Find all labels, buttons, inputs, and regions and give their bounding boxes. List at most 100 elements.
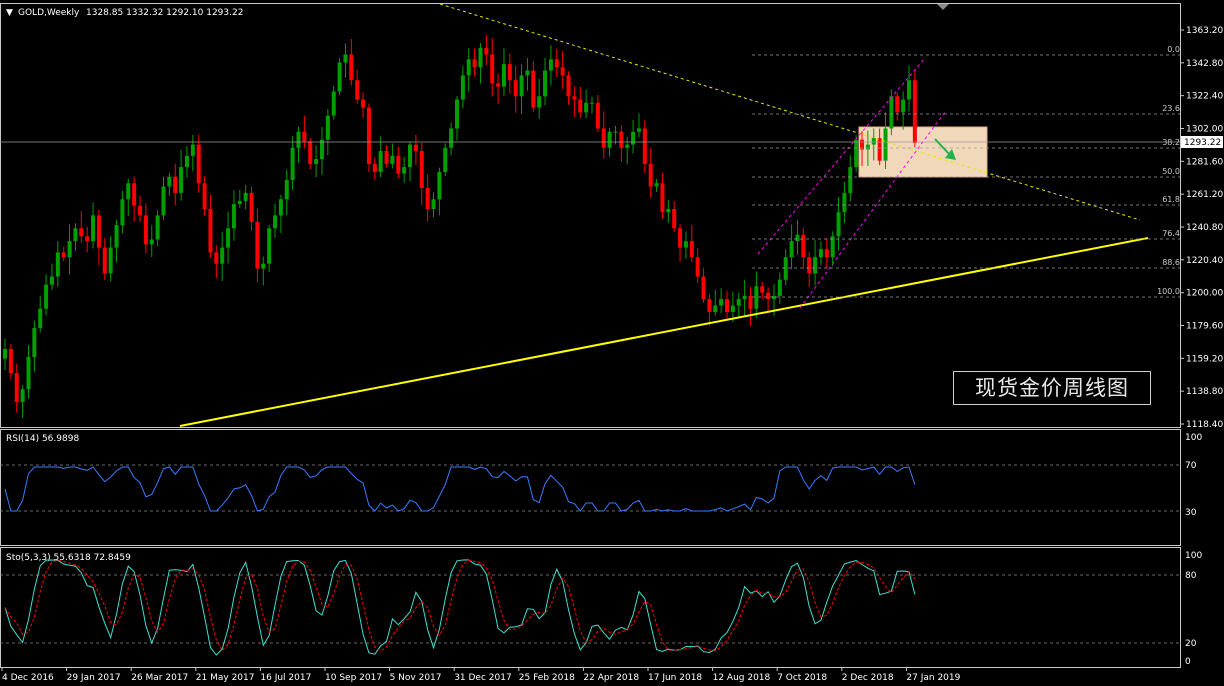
candle-body xyxy=(132,183,137,206)
rsi-line xyxy=(4,466,916,512)
candle-body xyxy=(906,80,911,100)
candle-body xyxy=(824,249,829,258)
price-axis: 1363.20 1342.80 1322.40 1302.00 1281.60 1261.… xyxy=(1180,26,1223,430)
candle-body xyxy=(496,83,501,87)
candle-body xyxy=(167,176,172,187)
candle-body xyxy=(331,91,336,116)
fib-level-label: 0.0 xyxy=(1167,45,1180,54)
candle-body xyxy=(584,102,589,113)
candle-body xyxy=(49,276,54,285)
candle-body xyxy=(120,199,125,226)
price-tick-label: 1281.60 xyxy=(1186,157,1223,167)
candle-body xyxy=(91,215,96,242)
candle-body xyxy=(267,228,272,264)
candle-body xyxy=(760,286,765,293)
candle-body xyxy=(625,144,630,148)
main-panel-frame xyxy=(0,3,1181,428)
time-tick-label: 7 Oct 2018 xyxy=(777,673,827,683)
candle-body xyxy=(413,144,418,152)
candle-body xyxy=(830,236,835,258)
time-tick-label: 25 Feb 2018 xyxy=(519,673,575,683)
sto-main-line xyxy=(4,559,916,656)
candle-body xyxy=(783,257,788,280)
support-trendline xyxy=(179,237,1149,427)
candle-body xyxy=(67,241,72,258)
candle-body xyxy=(848,167,853,193)
candle-body xyxy=(243,192,248,201)
candle-body xyxy=(261,263,266,269)
candle-body xyxy=(507,64,512,81)
candle-body xyxy=(208,208,213,253)
sto-tick-20: 20 xyxy=(1185,639,1197,649)
price-tick-label: 1159.20 xyxy=(1186,354,1223,364)
candle-body xyxy=(79,228,84,237)
candle-body xyxy=(725,299,730,312)
candle-body xyxy=(578,99,583,113)
candle-body xyxy=(801,234,806,258)
candle-body xyxy=(55,252,60,277)
candle-body xyxy=(672,208,677,229)
candle-body xyxy=(161,186,166,216)
sto-label: Sto(5,3,3) 55.6318 72.8459 xyxy=(6,553,131,563)
candle-body xyxy=(607,131,612,148)
candle-body xyxy=(501,64,506,87)
time-tick-label: 10 Sep 2017 xyxy=(325,673,382,683)
candle-body xyxy=(836,212,841,237)
candle-body xyxy=(102,247,107,274)
price-tick-label: 1363.20 xyxy=(1186,26,1223,36)
candle-body xyxy=(355,80,360,100)
candle-body xyxy=(813,257,818,274)
candle-body xyxy=(302,131,307,142)
candle-body xyxy=(818,249,823,258)
candle-body xyxy=(349,54,354,81)
candle-body xyxy=(443,147,448,172)
time-axis: 4 Dec 2016 29 Jan 2017 26 Mar 2017 21 May 2… xyxy=(1,667,961,683)
time-tick-label: 29 Jan 2017 xyxy=(67,673,121,683)
candle-body xyxy=(384,151,389,164)
sto-tick-0: 0 xyxy=(1185,657,1191,667)
candle-body xyxy=(566,75,571,97)
candle-body xyxy=(143,215,148,245)
candle-body xyxy=(777,279,782,296)
candle-body xyxy=(337,62,342,92)
candle-body xyxy=(748,295,753,309)
candle-body xyxy=(642,128,647,164)
time-tick-label: 16 Jul 2017 xyxy=(260,673,311,683)
candle-body xyxy=(548,59,553,71)
candle-body xyxy=(713,305,718,312)
candle-body xyxy=(466,59,471,76)
time-tick-label: 26 Mar 2017 xyxy=(131,673,188,683)
candle-body xyxy=(754,286,759,309)
time-tick-label: 4 Dec 2016 xyxy=(2,673,54,683)
candle-body xyxy=(595,102,600,129)
candle-body xyxy=(173,176,178,193)
candle-body xyxy=(220,247,225,264)
fib-level-label: 38.2 xyxy=(1162,138,1180,147)
candle-body xyxy=(877,138,882,161)
sto-panel-frame xyxy=(0,547,1181,668)
candle-body xyxy=(61,252,66,258)
candle-body xyxy=(85,236,90,242)
current-price-label: 1293.22 xyxy=(1184,138,1221,148)
candle-body xyxy=(44,284,49,309)
candle-body xyxy=(631,131,636,145)
channel-upper xyxy=(757,57,926,255)
candle-body xyxy=(366,107,371,164)
candle-body xyxy=(795,234,800,242)
chart-header-arrow[interactable]: ▼ xyxy=(6,8,13,18)
fibonacci-levels: 0.0 23.6 38.2 50.0 61.8 76.4 88.6 100.0 xyxy=(752,45,1180,298)
scroll-marker-icon[interactable] xyxy=(937,4,949,10)
time-tick-label: 21 May 2017 xyxy=(196,673,255,683)
candle-body xyxy=(437,171,442,200)
candle-body xyxy=(854,139,859,168)
candle-body xyxy=(807,257,812,274)
price-tick-label: 1138.80 xyxy=(1186,387,1223,397)
candle-body xyxy=(314,159,319,164)
candle-body xyxy=(237,200,242,205)
current-price-tag xyxy=(1181,136,1223,148)
candle-body xyxy=(226,228,231,248)
candle-body xyxy=(730,305,735,312)
candle-body xyxy=(889,96,894,129)
candle-body xyxy=(695,257,700,277)
